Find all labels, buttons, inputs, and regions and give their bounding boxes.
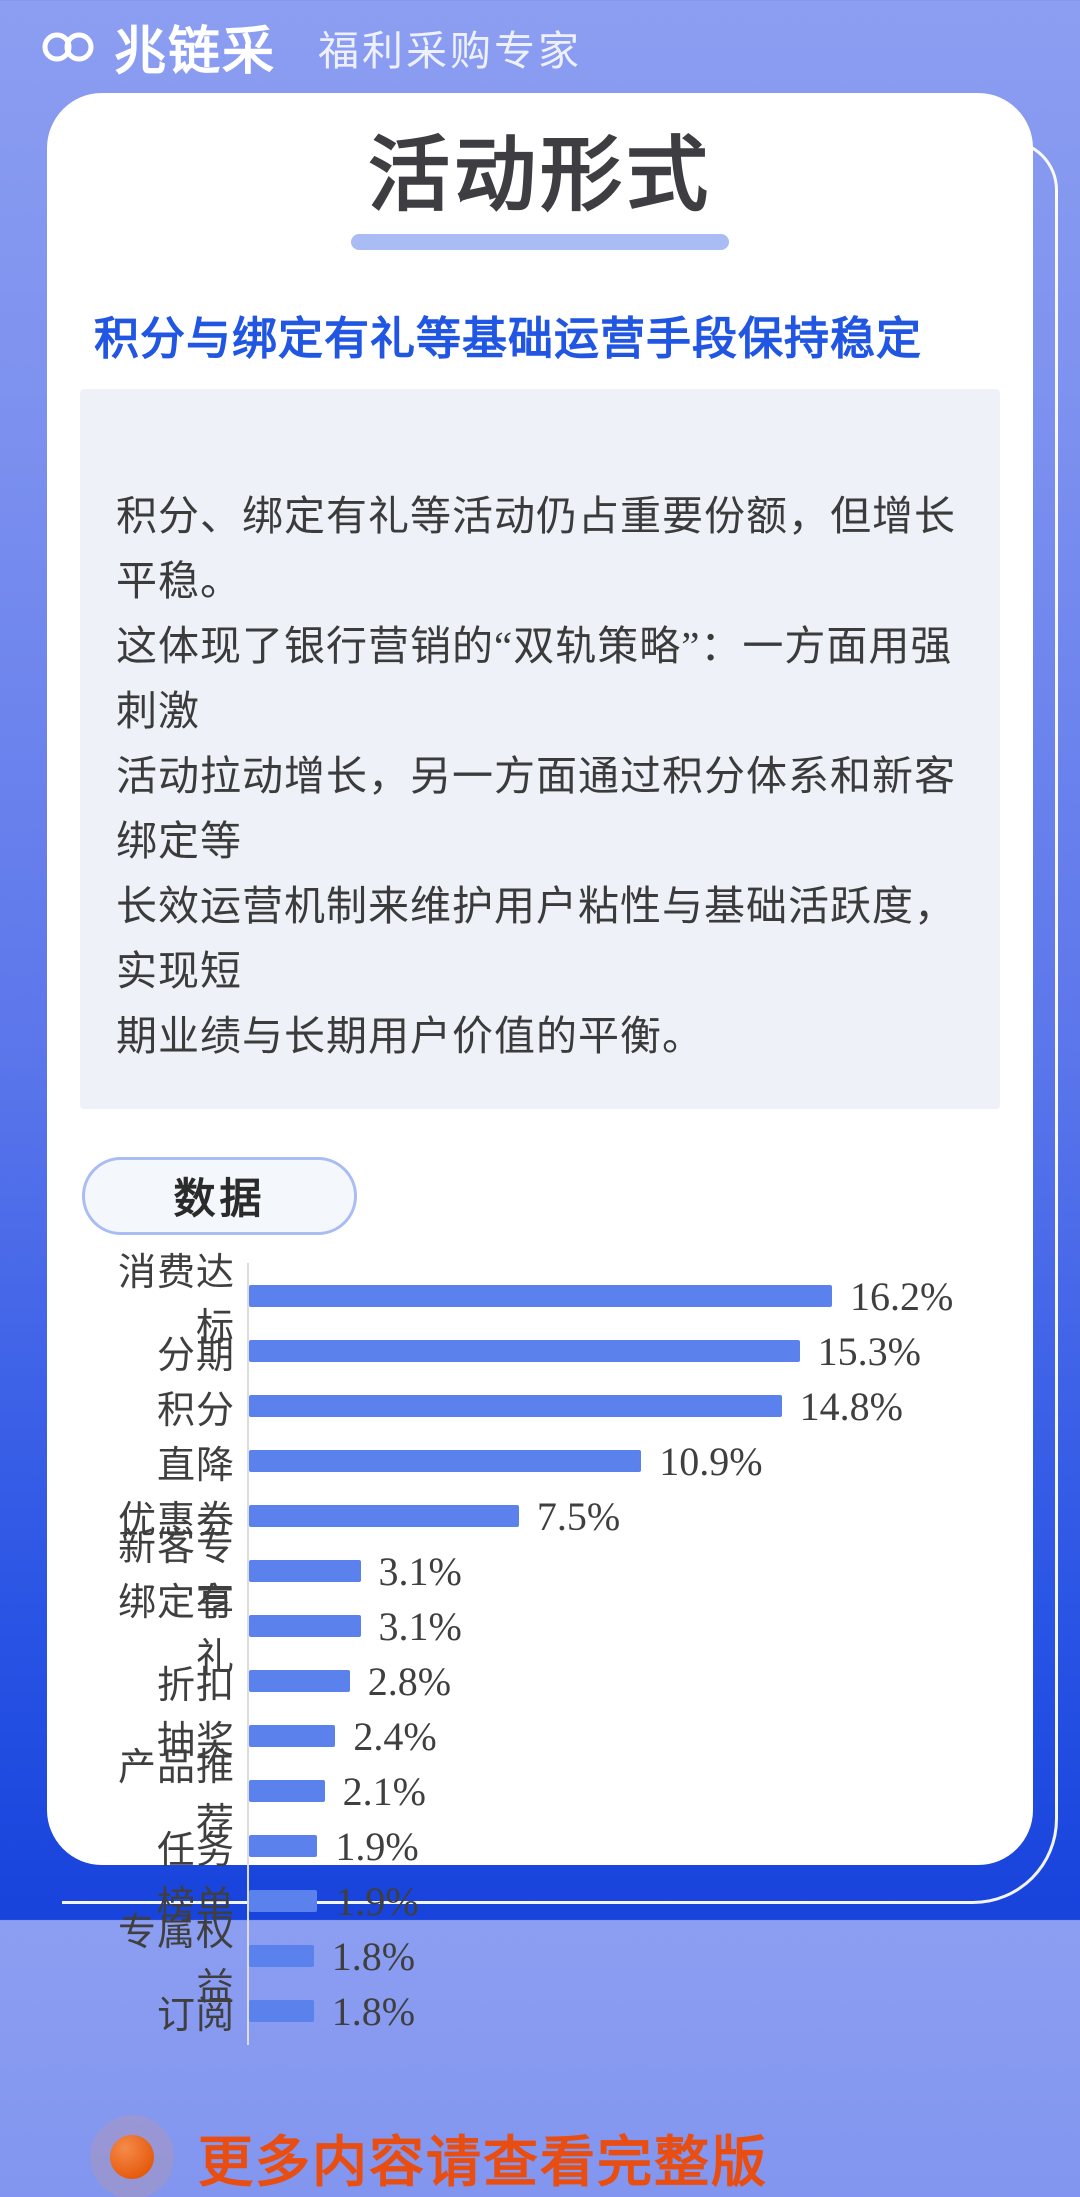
- chart-row: 新客专享 3.1%: [80, 1527, 1000, 1624]
- header-logo: 兆链采: [40, 9, 276, 84]
- bar: [249, 1780, 325, 1803]
- bar-value: 14.8%: [799, 1383, 903, 1429]
- bar: [249, 2000, 314, 2023]
- bar-label: 产品推荐: [117, 1747, 235, 1845]
- footer-note: 更多内容请查看完整版: [198, 2131, 769, 2193]
- footer: 更多内容请查看完整版: [80, 2117, 1000, 2197]
- bar-value: 15.3%: [817, 1328, 921, 1374]
- bar: [249, 1945, 314, 1968]
- bar: [249, 1340, 800, 1363]
- bar-label: 直降: [156, 1444, 235, 1487]
- bar-value: 1.9%: [335, 1823, 419, 1869]
- bar-label: 消费达标: [117, 1252, 235, 1350]
- bar-label: 分期: [156, 1334, 235, 1377]
- chart-row: 消费达标 16.2%: [80, 1252, 1000, 1349]
- bar-value: 3.1%: [378, 1603, 462, 1649]
- data-badge-label: 数据: [173, 1177, 266, 1224]
- decorative-outline: [62, 190, 1058, 1904]
- bar: [249, 1615, 361, 1638]
- chart-row: 直降 10.9%: [80, 1434, 1000, 1489]
- bar: [249, 1835, 318, 1858]
- title-underline: [351, 233, 729, 250]
- content-card: 活动形式 积分与绑定有礼等基础运营手段保持稳定 积分、绑定有礼等活动仍占重要份额…: [47, 93, 1033, 2193]
- bar-label: 新客专享: [117, 1527, 235, 1625]
- bar: [249, 1395, 782, 1418]
- bar-value: 16.2%: [850, 1273, 954, 1319]
- chart-row: 榜单 1.9%: [80, 1874, 1000, 1929]
- bar-label: 绑定有礼: [117, 1582, 235, 1680]
- bar-label: 抽奖: [156, 1719, 235, 1762]
- bar-value: 1.8%: [331, 1933, 416, 1979]
- logo-text: 兆链采: [114, 23, 277, 81]
- chart-row: 积分 14.8%: [80, 1379, 1000, 1434]
- chart-row: 任务 1.9%: [80, 1819, 1000, 1874]
- orange-dot-icon: [110, 2134, 154, 2179]
- bar: [249, 1670, 350, 1693]
- bar-value: 2.4%: [353, 1713, 437, 1759]
- bar-label: 优惠券: [117, 1499, 235, 1542]
- bar-chart: 消费达标 16.2% 分期 15.3% 积分 14.8% 直降 10.9% 优惠券 7.5% 新客专…: [80, 1252, 1000, 2045]
- bar-value: 3.1%: [378, 1548, 462, 1594]
- bar-label: 任务: [156, 1829, 235, 1872]
- summary-paragraph: 积分、绑定有礼等活动仍占重要份额，但增长平稳。 这体现了银行营销的“双轨策略”：…: [116, 492, 956, 1059]
- header: 兆链采 福利采购专家: [0, 0, 1080, 93]
- bar-value: 10.9%: [659, 1438, 763, 1484]
- chart-row: 折扣 2.8%: [80, 1654, 1000, 1709]
- bar: [249, 1505, 519, 1528]
- bar-label: 折扣: [156, 1664, 235, 1707]
- bar: [249, 1725, 336, 1748]
- chart-row: 绑定有礼 3.1%: [80, 1582, 1000, 1679]
- page-title: 活动形式: [367, 130, 712, 221]
- bar-value: 1.8%: [331, 1988, 416, 2034]
- data-badge: 数据: [82, 1156, 357, 1235]
- section-heading: 积分与绑定有礼等基础运营手段保持稳定: [94, 313, 923, 364]
- chain-link-icon: [42, 32, 94, 61]
- chart-row: 优惠券 7.5%: [80, 1489, 1000, 1544]
- chart-row: 专属权益 1.8%: [80, 1912, 1000, 2009]
- bar-value: 2.1%: [342, 1768, 426, 1814]
- bar-value: 1.9%: [335, 1878, 419, 1924]
- chart-row: 订阅 1.8%: [80, 1984, 1000, 2039]
- bar: [249, 1560, 361, 1583]
- bar-label: 订阅: [156, 1994, 235, 2037]
- chart-row: 抽奖 2.4%: [80, 1709, 1000, 1764]
- chart-axis-line: [247, 1262, 249, 2045]
- bar-value: 2.8%: [367, 1658, 452, 1704]
- bar-label: 积分: [156, 1389, 235, 1432]
- bar-value: 7.5%: [536, 1493, 621, 1539]
- bar: [249, 1450, 642, 1473]
- bar: [249, 1285, 832, 1308]
- summary-box: 积分、绑定有礼等活动仍占重要份额，但增长平稳。 这体现了银行营销的“双轨策略”：…: [80, 388, 1000, 1109]
- header-tagline: 福利采购专家: [318, 27, 583, 74]
- chart-row: 分期 15.3%: [80, 1324, 1000, 1379]
- bar: [249, 1890, 318, 1913]
- chart-row: 产品推荐 2.1%: [80, 1747, 1000, 1844]
